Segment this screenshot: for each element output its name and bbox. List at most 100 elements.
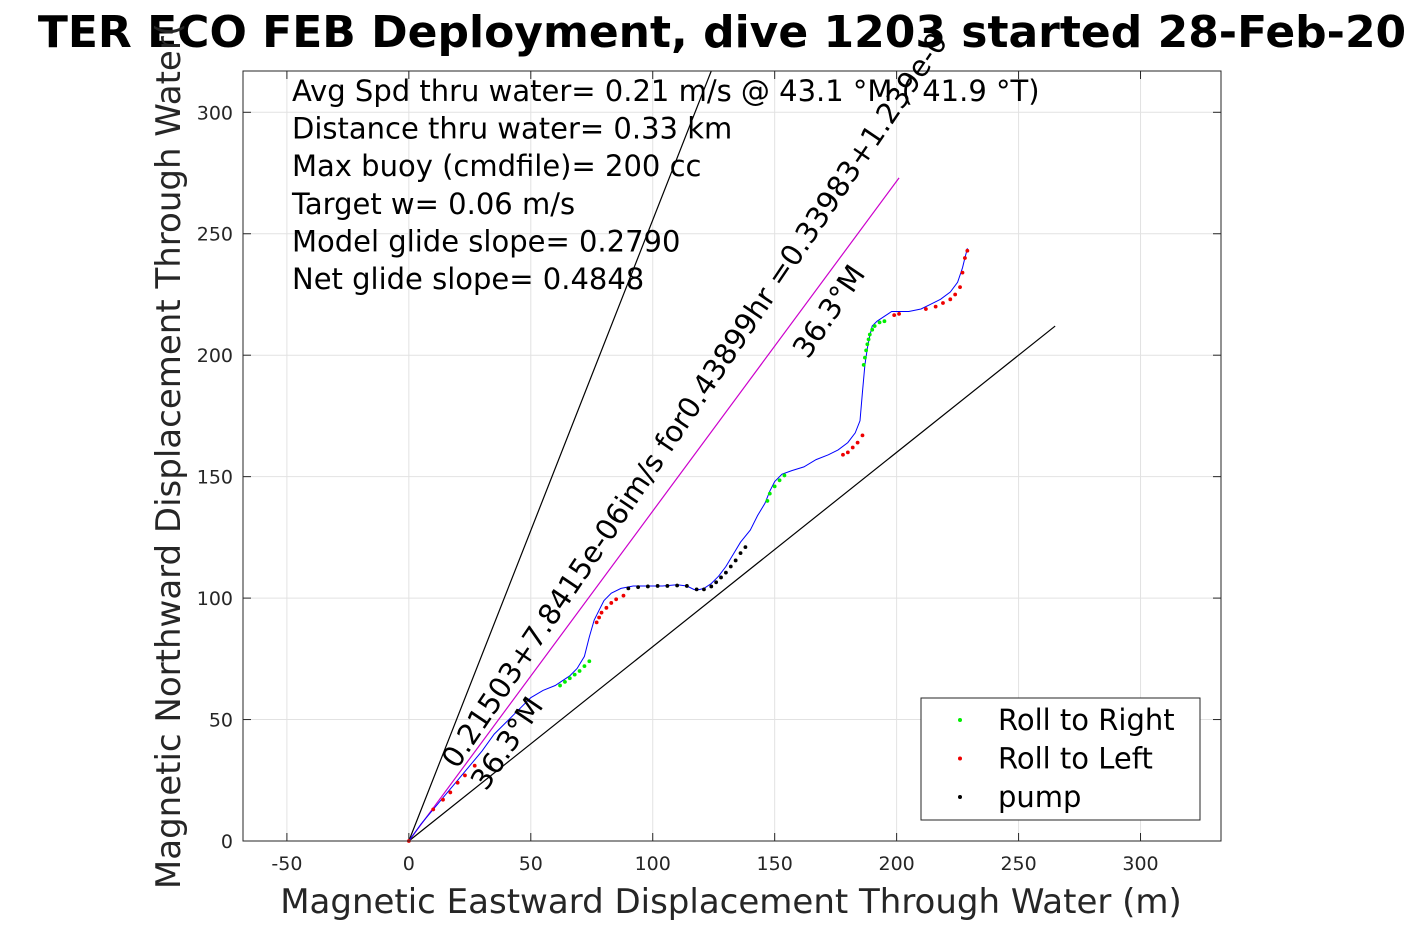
annotation-line: Distance thru water= 0.33 km [292,112,732,146]
roll-to-right-point [563,679,567,684]
pump-point [655,584,660,588]
x-tick-label: -50 [271,853,302,875]
roll-to-right-point [765,499,770,503]
roll-to-left-point [448,790,453,795]
roll-to-left-point [860,433,865,438]
pump-point [724,570,728,575]
pump-point [684,584,689,588]
pump-point [665,584,670,588]
roll-to-right-point [882,319,887,324]
legend-label-roll-to-left: Roll to Left [998,742,1153,776]
y-tick-label: 150 [197,467,233,489]
pump-point [733,558,738,563]
roll-to-left-point [855,440,860,445]
stats-annotations: Avg Spd thru water= 0.21 m/s @ 43.1 °M (… [291,74,1040,296]
roll-to-left-point [941,301,945,305]
y-tick-label: 0 [221,831,233,853]
roll-to-right-point [865,342,870,347]
x-tick-label: 100 [635,853,671,875]
roll-to-left-point [845,450,850,455]
roll-to-left-point [960,270,965,275]
pump-point [626,586,631,591]
roll-to-left-point [597,615,601,620]
roll-to-right-point [558,683,562,688]
pump-point [743,545,748,549]
roll-to-right-point [870,327,875,332]
wedge-left-line [408,70,712,842]
roll-to-left-point [933,304,938,309]
roll-to-right-point [582,664,587,669]
mean-heading-line [408,177,900,842]
glider-track-line [408,248,968,842]
x-tick-label: 50 [519,853,543,875]
roll-to-left-point [953,292,958,297]
roll-to-right-point [861,363,866,367]
x-tick-label: 250 [1000,853,1036,875]
legend-marker-roll-to-left [958,756,962,761]
legend-label-pump: pump [998,780,1081,814]
track-points [406,248,970,843]
roll-to-right-point [577,669,582,673]
roll-to-right-point [863,355,867,360]
roll-to-right-point [872,324,877,328]
wedge-right-line [408,325,1056,842]
pump-point [738,551,743,556]
roll-to-left-point [431,807,436,812]
annotation-line: Max buoy (cmdfile)= 200 cc [292,149,701,183]
roll-to-right-point [867,332,872,337]
roll-to-left-point [441,797,445,802]
legend-box [920,697,1201,821]
roll-to-left-point [965,248,970,253]
reference-lines [408,70,1056,842]
roll-to-left-point [948,297,953,302]
y-tick-label: 300 [197,102,233,124]
annotation-line: Target w= 0.06 m/s [291,187,575,221]
y-tick-label: 200 [197,345,233,367]
x-tick-label: 150 [757,853,793,875]
annotation-line: Avg Spd thru water= 0.21 m/s @ 43.1 °M (… [292,74,1040,108]
annotation-line: Model glide slope= 0.2790 [292,224,680,258]
pump-point [728,564,733,569]
annotation-line: Net glide slope= 0.4848 [292,262,644,296]
pump-point [645,584,650,589]
roll-to-left-point [963,256,967,260]
y-tick-label: 250 [197,224,233,246]
roll-to-right-point [567,676,572,681]
pump-point [675,583,680,588]
pump-point [709,584,714,589]
roll-to-left-point [841,452,845,457]
pump-point [636,585,641,590]
pump-point [702,587,706,592]
roll-to-left-point [958,285,962,290]
roll-to-left-point [463,773,467,778]
x-tick-label: 200 [878,853,914,875]
roll-to-right-point [777,478,782,483]
roll-to-right-point [866,337,871,342]
roll-to-right-point [864,348,869,353]
y-axis-label: Magnetic Northward Displacement Through … [149,23,189,889]
x-tick-label: 0 [403,853,415,875]
legend-marker-roll-to-right [958,718,962,722]
roll-to-left-point [923,307,928,311]
roll-to-right-point [877,320,882,325]
legend-marker-pump [958,795,962,799]
roll-to-right-point [572,672,577,677]
axis-ticks: -50 0 50 100 150 200 250 300 0 50 100 150 200 250 300 [197,71,1221,875]
roll-to-right-point [782,473,787,478]
roll-to-left-point [599,610,604,615]
roll-to-left-point [594,620,599,625]
plot-box [242,70,1222,842]
x-tick-label: 300 [1122,853,1158,875]
y-tick-label: 50 [209,710,233,732]
y-tick-label: 100 [197,588,233,610]
roll-to-left-point [614,597,619,602]
pump-point [719,575,723,580]
roll-to-left-point [455,780,460,785]
roll-to-right-point [767,491,772,496]
roll-to-left-point [604,605,609,610]
roll-to-left-point [621,593,626,598]
legend: Roll to Right Roll to Left pump [920,697,1201,821]
roll-to-left-point [609,601,614,605]
roll-to-left-point [892,313,897,318]
